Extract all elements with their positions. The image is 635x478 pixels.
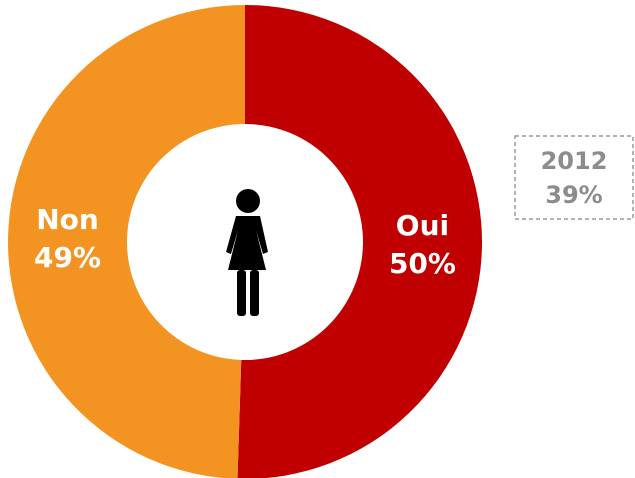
slice-value: 49% [34, 241, 101, 274]
annotation-box [514, 135, 634, 220]
slice [237, 5, 482, 478]
annotation-value: 39% [545, 181, 602, 209]
annotation-year: 2012 [541, 147, 608, 175]
woman-icon [226, 189, 268, 316]
slice [8, 5, 245, 478]
slice-value: 50% [389, 247, 456, 280]
slice-label: Non [36, 203, 99, 236]
slice-label: Oui [396, 209, 449, 242]
